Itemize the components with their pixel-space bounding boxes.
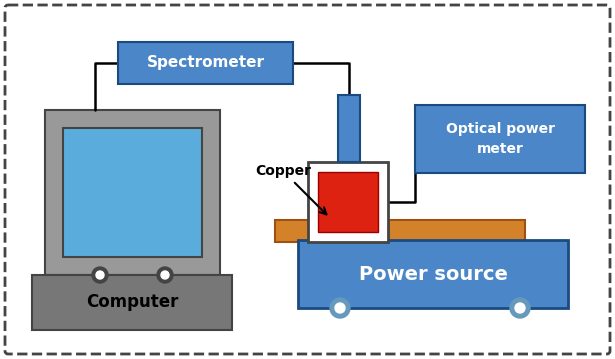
Text: Power source: Power source	[359, 265, 507, 284]
Bar	[298, 240, 568, 308]
Circle shape	[335, 303, 345, 313]
Text: Optical power
meter: Optical power meter	[445, 122, 555, 156]
Circle shape	[330, 298, 350, 318]
Bar	[318, 172, 378, 232]
Circle shape	[510, 298, 530, 318]
Bar	[118, 42, 293, 84]
Circle shape	[515, 303, 525, 313]
Circle shape	[92, 267, 108, 283]
FancyBboxPatch shape	[5, 5, 610, 354]
Circle shape	[157, 267, 173, 283]
Text: Computer: Computer	[86, 293, 178, 311]
Bar	[415, 105, 585, 173]
Bar	[63, 128, 202, 257]
Bar	[32, 275, 232, 330]
Bar	[308, 162, 388, 242]
Circle shape	[96, 271, 104, 279]
Text: Spectrometer: Spectrometer	[146, 56, 264, 70]
Bar	[275, 220, 525, 242]
Text: Copper: Copper	[255, 164, 327, 214]
Bar	[338, 95, 360, 162]
Circle shape	[161, 271, 169, 279]
Bar	[45, 110, 220, 275]
